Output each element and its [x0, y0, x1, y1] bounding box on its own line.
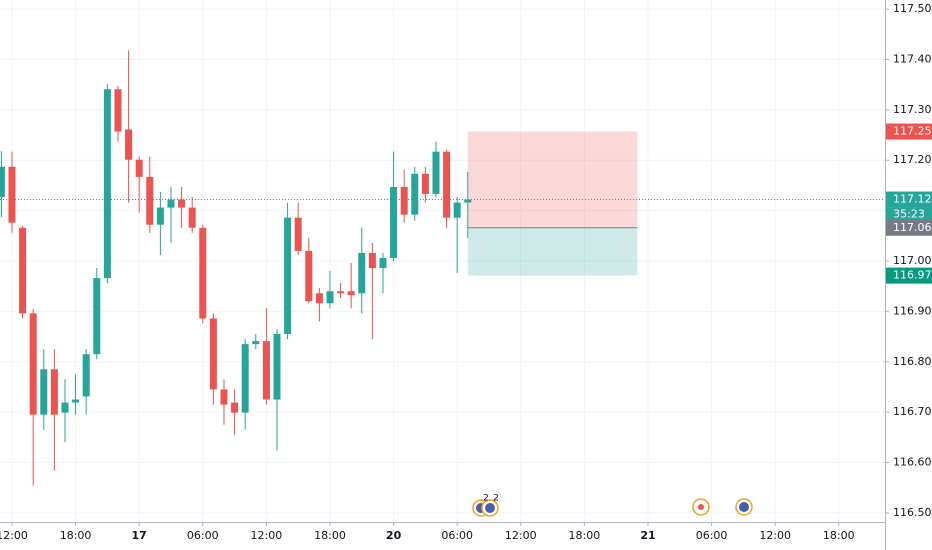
price-label-box: [886, 219, 932, 236]
candle-body: [305, 250, 313, 302]
y-tick-label: 117.300: [893, 103, 932, 116]
candle-body: [252, 341, 260, 345]
candle-body: [347, 291, 355, 296]
candle-body: [40, 369, 48, 415]
y-tick-label: 116.600: [893, 456, 932, 469]
candle-body: [93, 278, 101, 355]
axes: [0, 0, 886, 550]
price-label-box: [886, 267, 932, 284]
y-tick-label: 117.200: [893, 153, 932, 166]
candle-body: [29, 313, 37, 415]
countdown: 35:23: [893, 208, 925, 221]
candle-body: [379, 257, 387, 269]
candle-body: [443, 151, 451, 218]
y-tick-label: 116.500: [893, 506, 932, 519]
candle-body: [103, 89, 111, 279]
candle-body: [284, 217, 292, 335]
candle-body: [72, 399, 80, 403]
candle-body: [125, 129, 133, 160]
candle-body: [368, 252, 376, 269]
x-tick-label: 18:00: [314, 529, 346, 542]
candle-body: [464, 199, 472, 203]
price-label-box: [886, 191, 932, 208]
price-label: 117.257: [893, 125, 932, 138]
y-tick-label: 117.000: [893, 254, 932, 267]
candle-body: [411, 173, 419, 215]
candle-body: [231, 402, 239, 413]
candle-body: [199, 227, 207, 319]
candle-body: [294, 217, 302, 251]
event-icon-dot: [698, 504, 704, 510]
x-tick-label: 12:00: [0, 529, 28, 542]
x-tick-label: 06:00: [696, 529, 728, 542]
candle-body: [390, 186, 398, 258]
x-tick-label: 17: [132, 529, 147, 542]
candle-body: [262, 341, 270, 400]
x-tick-label: 06:00: [441, 529, 473, 542]
x-tick-label: 12:00: [251, 529, 283, 542]
y-tick-label: 116.900: [893, 304, 932, 317]
candle-body: [0, 166, 5, 198]
candle-body: [337, 291, 345, 294]
x-tick-label: 21: [640, 529, 655, 542]
y-tick-label: 116.800: [893, 355, 932, 368]
candle-body: [114, 89, 122, 132]
target-zone: [467, 227, 638, 276]
candle-body: [188, 207, 196, 228]
y-tick-label: 116.700: [893, 405, 932, 418]
events: 2 2: [472, 494, 753, 517]
candle-body: [156, 207, 164, 225]
candle-body: [358, 252, 366, 294]
y-tick-label: 117.500: [893, 2, 932, 15]
candle-body: [315, 293, 323, 304]
y-tick-label: 117.400: [893, 52, 932, 65]
x-tick-label: 18:00: [60, 529, 92, 542]
candle-body: [19, 227, 27, 314]
x-tick-label: 12:00: [759, 529, 791, 542]
x-tick-label: 18:00: [823, 529, 855, 542]
price-label: 117.066: [893, 221, 932, 234]
candle-body: [146, 176, 154, 225]
event-icon-dot: [739, 502, 749, 512]
candle-body: [209, 318, 217, 390]
candle-body: [61, 402, 69, 413]
candle-body: [178, 199, 186, 208]
event-count: 2: [483, 494, 489, 504]
x-tick-label: 18:00: [569, 529, 601, 542]
candle-body: [167, 199, 175, 208]
price-label-box: [886, 123, 932, 140]
stop-zone: [467, 131, 638, 228]
candle-body: [453, 202, 461, 218]
candle-body: [421, 173, 429, 194]
x-tick-label: 20: [386, 529, 402, 542]
candle-body: [50, 369, 58, 415]
candle-body: [400, 186, 408, 215]
candle-body: [432, 151, 440, 194]
candle-body: [135, 159, 143, 177]
candle-body: [82, 354, 90, 397]
x-tick-label: 12:00: [505, 529, 537, 542]
x-tick-label: 06:00: [187, 529, 219, 542]
candle-body: [241, 344, 249, 413]
price-label: 116.971: [893, 269, 932, 282]
plot: [0, 50, 885, 486]
candle-body: [8, 166, 16, 223]
price-label: 117.122: [893, 193, 932, 206]
candle-body: [326, 291, 334, 304]
event-count: 2: [493, 494, 499, 504]
candle-body: [273, 334, 281, 400]
event-icon-dot: [485, 503, 495, 513]
candle-body: [220, 389, 228, 405]
countdown-box: [886, 207, 932, 222]
